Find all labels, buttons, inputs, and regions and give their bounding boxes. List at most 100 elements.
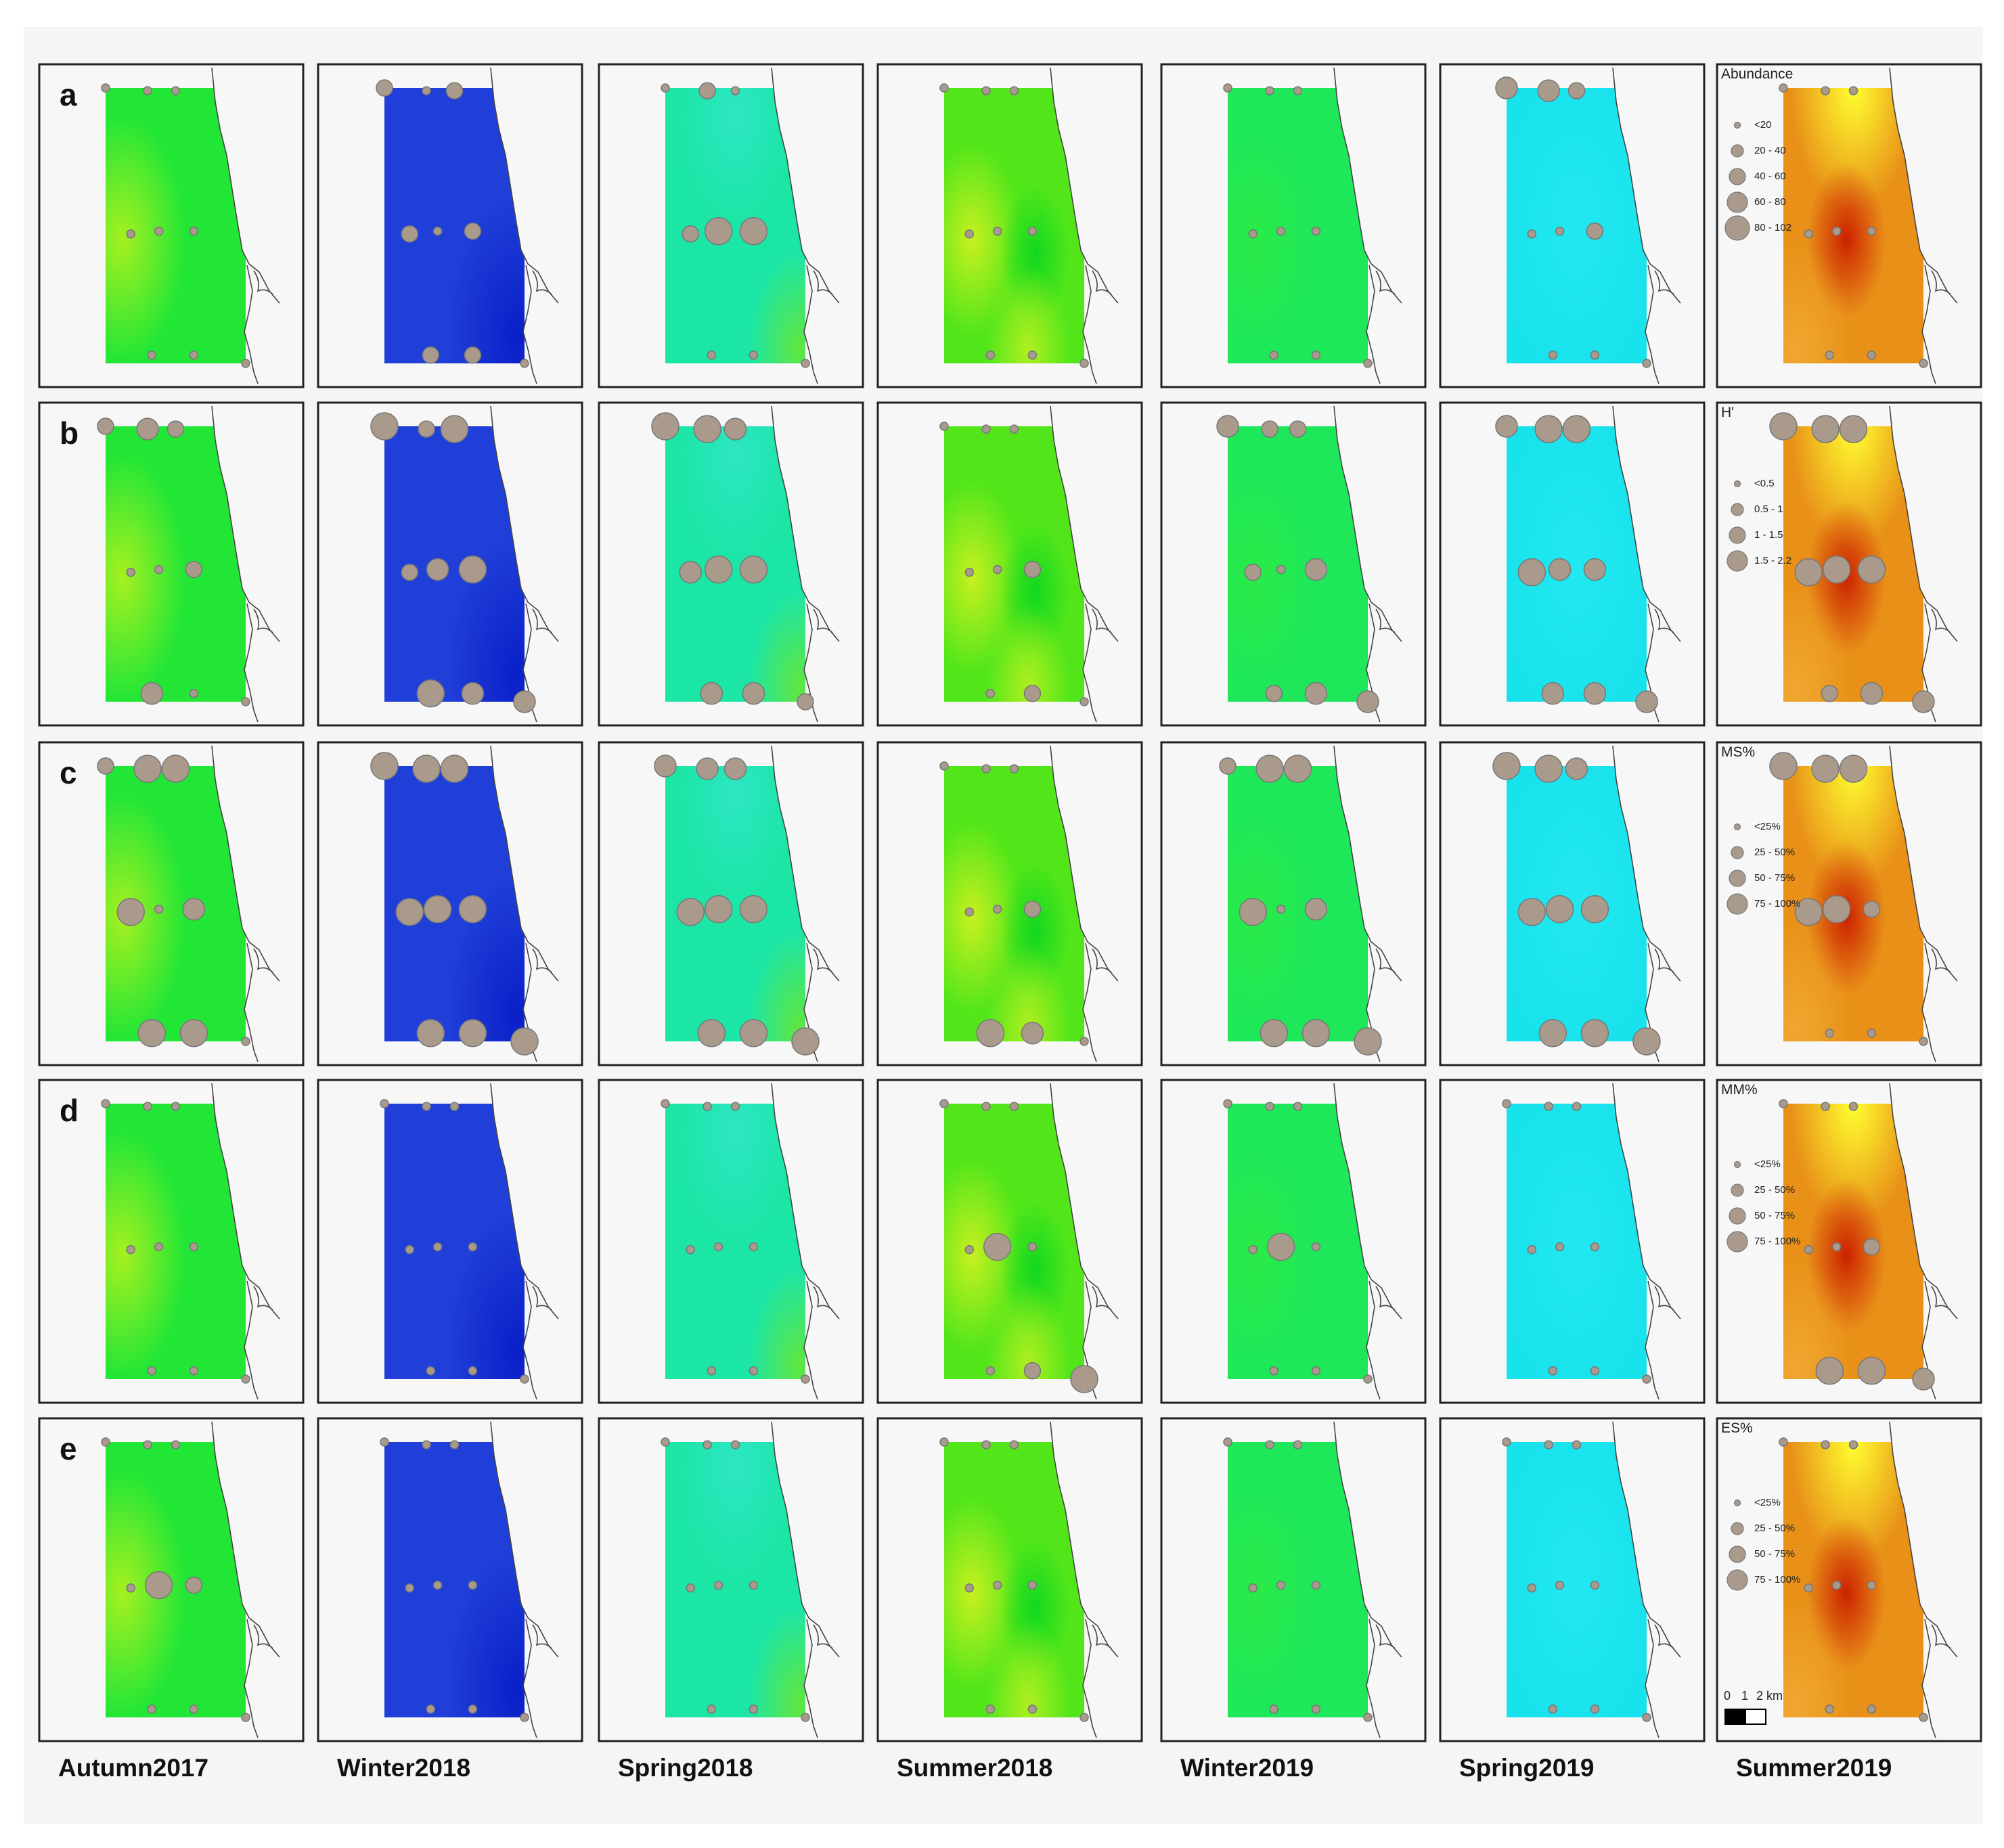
- coastline: [490, 67, 559, 384]
- station-marker-N2: [981, 86, 991, 95]
- legend-label: 1 - 1.5: [1754, 529, 1783, 541]
- station-marker-S1: [416, 679, 445, 708]
- station-marker-N2: [1811, 754, 1840, 783]
- station-marker-S3: [1912, 690, 1935, 713]
- station-marker-S1: [1821, 685, 1839, 702]
- station-marker-M3: [458, 555, 487, 584]
- legend-label: <25%: [1754, 1497, 1781, 1508]
- coastline: [1050, 745, 1119, 1062]
- station-marker-S1: [985, 351, 996, 360]
- station-marker-N1: [939, 83, 949, 93]
- station-marker-M3: [749, 1242, 759, 1252]
- station-marker-M3: [1590, 1242, 1600, 1252]
- station-marker-N3: [1848, 1102, 1858, 1111]
- station-marker-M1: [964, 1244, 975, 1255]
- station-marker-N2: [696, 757, 719, 780]
- station-marker-M1: [1794, 558, 1823, 587]
- station-marker-M3: [1023, 900, 1042, 918]
- station-marker-S1: [985, 689, 996, 698]
- coastline: [1612, 1083, 1681, 1400]
- station-marker-N3: [1293, 1440, 1303, 1449]
- land-area: [1613, 1081, 1703, 1401]
- station-marker-N2: [412, 754, 441, 783]
- legend-symbol: [1729, 1207, 1746, 1225]
- station-marker-S3: [797, 693, 814, 711]
- station-marker-N1: [1495, 76, 1518, 99]
- legend-label: 60 - 80: [1754, 196, 1786, 208]
- station-marker-S2: [1023, 685, 1042, 702]
- station-marker-S2: [1857, 1357, 1886, 1385]
- station-marker-M3: [1863, 900, 1881, 918]
- station-marker-S1: [1825, 1029, 1835, 1038]
- station-marker-N2: [1821, 1102, 1830, 1111]
- station-marker-S3: [241, 697, 250, 706]
- station-marker-S2: [189, 1366, 199, 1376]
- station-marker-N1: [661, 1099, 670, 1108]
- legend-symbol: [1727, 1231, 1748, 1253]
- station-marker-N1: [1495, 415, 1518, 438]
- panel-e-Winter2019: [1160, 1417, 1427, 1742]
- station-marker-M1: [679, 560, 703, 584]
- station-marker-N2: [1265, 1102, 1274, 1111]
- legend-label: 40 - 60: [1754, 171, 1786, 182]
- station-marker-M2: [144, 1571, 173, 1600]
- station-marker-N1: [939, 1437, 949, 1447]
- season-label: Winter2018: [337, 1754, 471, 1782]
- land-area: [1890, 1420, 1980, 1740]
- legend-symbol: [1727, 550, 1748, 572]
- coastline: [211, 745, 280, 1062]
- station-marker-M1: [1248, 1583, 1258, 1593]
- legend-label: 25 - 50%: [1754, 847, 1796, 858]
- scale-bar-label: 0: [1724, 1689, 1731, 1703]
- coastline: [1333, 67, 1402, 384]
- station-marker-M1: [126, 1244, 136, 1255]
- station-marker-M1: [1517, 558, 1546, 587]
- station-marker-M2: [704, 895, 733, 924]
- station-marker-M1: [686, 1244, 696, 1255]
- station-marker-S1: [700, 682, 723, 705]
- panel-b-Autumn2017: [38, 401, 305, 727]
- station-marker-N2: [1821, 86, 1830, 95]
- station-marker-N1: [1502, 1099, 1511, 1108]
- legend-title: MS%: [1721, 744, 1756, 760]
- station-marker-N3: [730, 1102, 740, 1111]
- panel-c-Spring2019: [1439, 741, 1706, 1066]
- station-marker-N1: [101, 1099, 110, 1108]
- panel-b-Winter2019: [1160, 401, 1427, 727]
- station-marker-N1: [939, 1099, 949, 1108]
- panel-b-Spring2018: [598, 401, 864, 727]
- panel-a-Summer2019: [1716, 63, 1982, 388]
- station-marker-S1: [1815, 1357, 1844, 1385]
- station-marker-S2: [189, 1705, 199, 1714]
- station-marker-S3: [1642, 359, 1651, 368]
- panel-c-Summer2019: [1716, 741, 1982, 1066]
- station-marker-N1: [651, 412, 680, 441]
- station-marker-S1: [1269, 1705, 1279, 1714]
- station-marker-S1: [985, 1366, 996, 1376]
- station-marker-N3: [1565, 757, 1588, 780]
- station-marker-M3: [1311, 1580, 1321, 1590]
- panel-c-Summer2018: [876, 741, 1143, 1066]
- coastline: [211, 405, 280, 723]
- station-marker-N2: [133, 754, 162, 783]
- station-marker-S3: [1079, 697, 1089, 706]
- coastline: [771, 67, 840, 384]
- station-marker-S2: [1301, 1019, 1331, 1047]
- station-marker-M2: [1831, 226, 1842, 236]
- station-marker-M1: [1239, 897, 1268, 926]
- station-marker-N3: [1839, 415, 1868, 443]
- coastline: [211, 67, 280, 384]
- station-marker-S1: [707, 351, 717, 360]
- station-marker-M2: [1831, 1242, 1842, 1252]
- station-marker-N3: [171, 1102, 181, 1111]
- station-marker-N2: [981, 1102, 991, 1111]
- station-marker-M1: [1804, 1244, 1814, 1255]
- coastline: [1889, 1083, 1958, 1400]
- station-marker-N1: [101, 83, 110, 93]
- station-marker-M3: [1311, 1242, 1321, 1252]
- station-marker-S1: [1269, 1366, 1279, 1376]
- legend-label: 1.5 - 2.2: [1754, 555, 1792, 566]
- station-marker-N1: [1492, 752, 1521, 780]
- legend-symbol: [1729, 526, 1746, 544]
- coastline: [1050, 67, 1119, 384]
